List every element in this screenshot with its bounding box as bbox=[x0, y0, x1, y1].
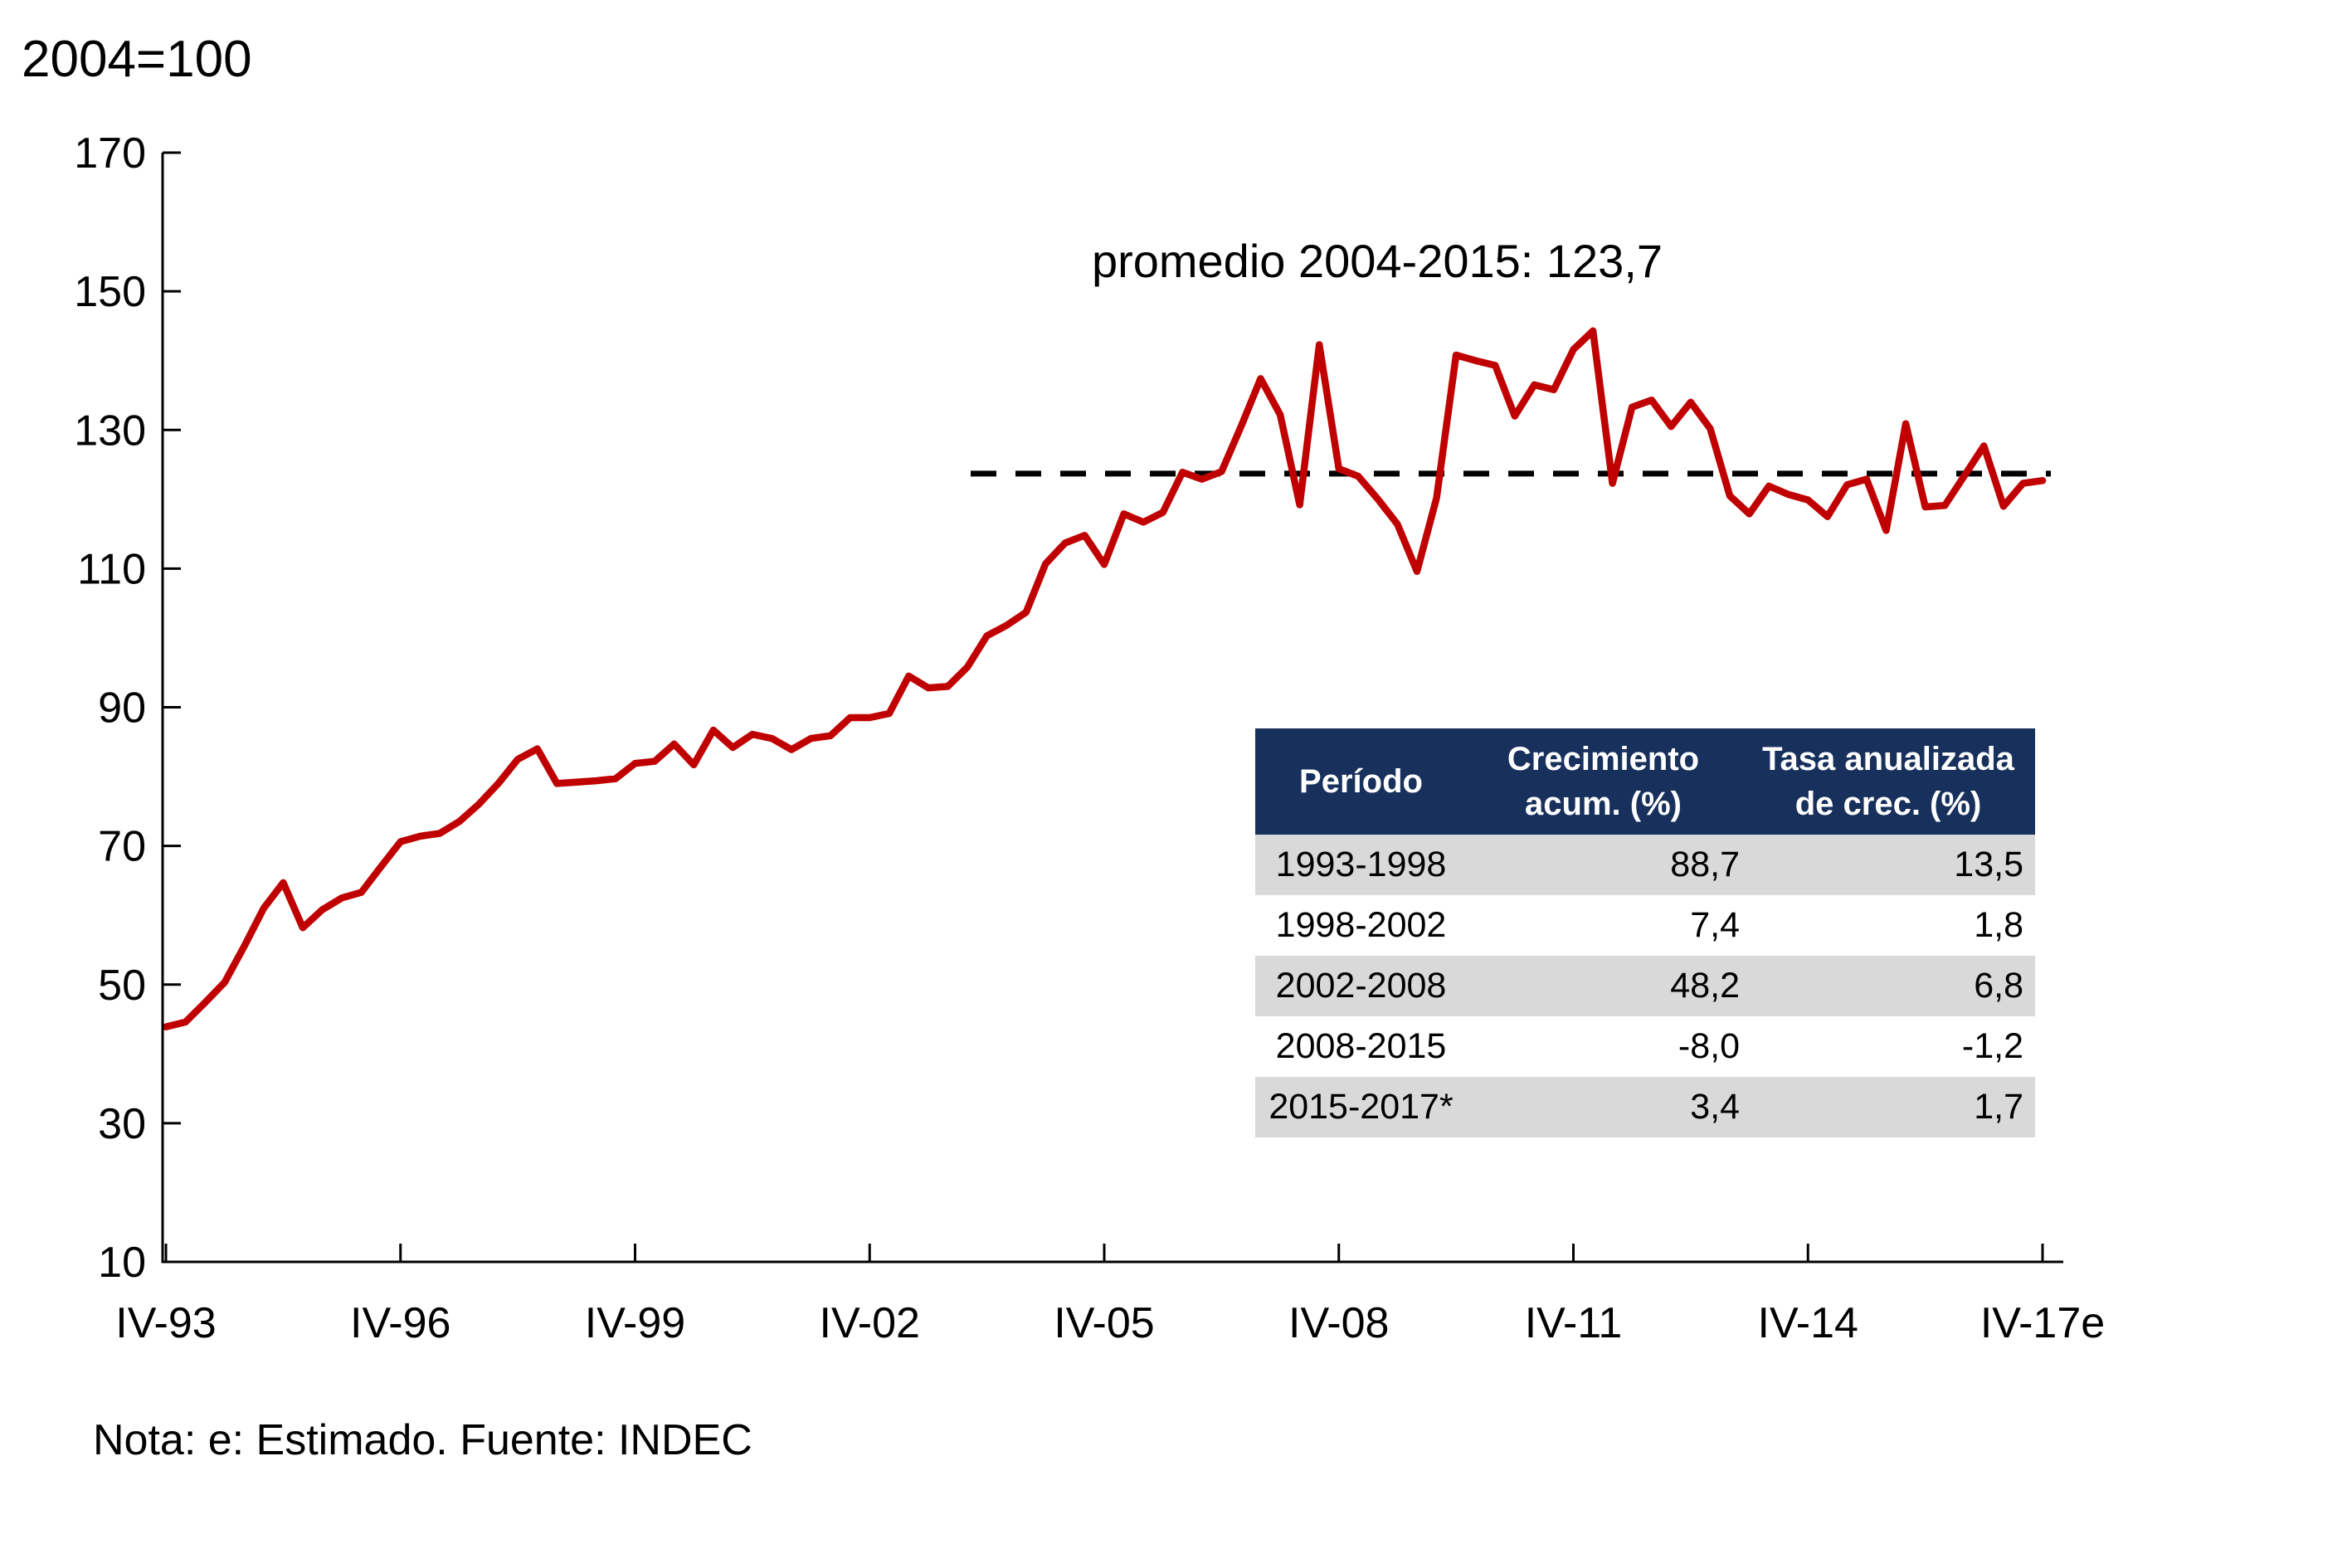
data-series-line bbox=[162, 327, 2047, 1030]
table-header-line: de crec. (%) bbox=[1794, 786, 1982, 822]
table-header-line: Período bbox=[1299, 763, 1423, 800]
table-header-cell: Crecimiento acum. (%) bbox=[1467, 728, 1753, 835]
y-tick-label: 70 bbox=[98, 823, 146, 871]
axis-unit-title: 2004=100 bbox=[22, 31, 252, 88]
table-header-line: acum. (%) bbox=[1525, 786, 1682, 822]
table-cell-value: 88,7 bbox=[1670, 845, 1740, 884]
y-tick-label: 90 bbox=[98, 684, 146, 733]
table-cell-value: 6,8 bbox=[1974, 966, 2023, 1006]
growth-summary-table: Período Crecimiento acum. (%) Tasa anualiza… bbox=[1255, 728, 2035, 1137]
x-tick-label: IV-02 bbox=[820, 1299, 920, 1347]
table-cell-period: 1998-2002 bbox=[1275, 905, 1447, 945]
table-cell-period: 1993-1998 bbox=[1275, 845, 1447, 884]
x-tick-label: IV-05 bbox=[1054, 1299, 1154, 1347]
table-row: 2015-2017* 3,4 1,7 bbox=[1255, 1077, 2035, 1137]
table-cell-value: 1,8 bbox=[1974, 905, 2023, 945]
y-tick-label: 170 bbox=[74, 129, 146, 178]
table-cell-value: 7,4 bbox=[1690, 905, 1740, 945]
x-tick-label: IV-96 bbox=[350, 1299, 450, 1347]
table-row: 1998-2002 7,4 1,8 bbox=[1255, 895, 2035, 956]
table-cell-value: 48,2 bbox=[1670, 966, 1740, 1006]
x-tick-label: IV-99 bbox=[585, 1299, 685, 1347]
table-row: 1993-1998 88,7 13,5 bbox=[1255, 835, 2035, 895]
table-header-cell: Período bbox=[1255, 728, 1467, 835]
table-cell-value: -1,2 bbox=[1961, 1026, 2023, 1066]
table-cell-value: 1,7 bbox=[1974, 1087, 2023, 1127]
y-tick-label: 50 bbox=[98, 962, 146, 1010]
x-tick-label: IV-14 bbox=[1758, 1299, 1858, 1347]
table-cell-value: 3,4 bbox=[1690, 1087, 1740, 1127]
x-tick-label: IV-11 bbox=[1525, 1299, 1623, 1347]
source-note: Nota: e: Estimado. Fuente: INDEC bbox=[93, 1416, 752, 1464]
x-tick-label: IV-08 bbox=[1288, 1299, 1389, 1347]
average-annotation: promedio 2004-2015: 123,7 bbox=[1091, 235, 1663, 287]
table-header-cell: Tasa anualizada de crec. (%) bbox=[1753, 728, 2035, 835]
x-tick-label: IV-93 bbox=[115, 1299, 216, 1347]
table-row: 2008-2015 -8,0 -1,2 bbox=[1255, 1016, 2035, 1077]
y-tick-label: 10 bbox=[98, 1239, 146, 1287]
y-tick-label: 150 bbox=[74, 268, 146, 316]
table-header-row: Período Crecimiento acum. (%) Tasa anualiza… bbox=[1255, 728, 2035, 835]
table-cell-period: 2008-2015 bbox=[1275, 1026, 1447, 1066]
table-row: 2002-2008 48,2 6,8 bbox=[1255, 956, 2035, 1016]
y-tick-label: 130 bbox=[74, 407, 146, 455]
table-cell-value: -8,0 bbox=[1678, 1026, 1740, 1066]
table-cell-period: 2002-2008 bbox=[1275, 966, 1447, 1006]
table-cell-value: 13,5 bbox=[1954, 845, 2023, 884]
y-tick-label: 30 bbox=[98, 1100, 146, 1148]
table-header-line: Crecimiento bbox=[1507, 741, 1700, 777]
x-tick-label: IV-17e bbox=[1980, 1299, 2105, 1347]
table-header-line: Tasa anualizada bbox=[1762, 741, 2014, 777]
table-cell-period: 2015-2017* bbox=[1269, 1087, 1454, 1127]
y-tick-label: 110 bbox=[77, 545, 146, 593]
